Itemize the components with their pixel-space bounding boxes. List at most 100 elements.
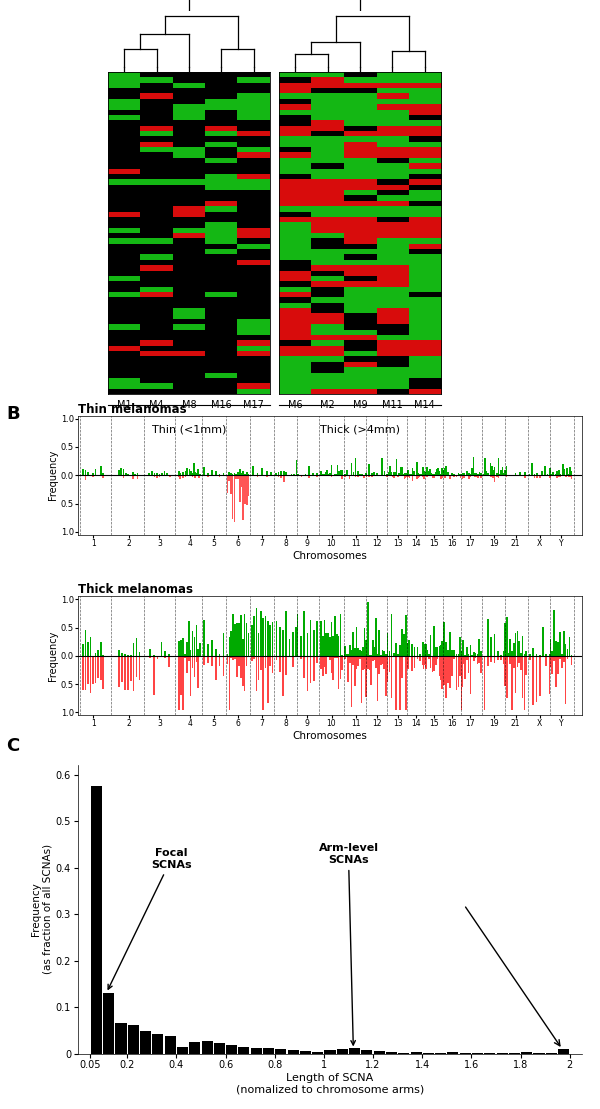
Bar: [559, 632, 561, 655]
Bar: [265, 615, 266, 655]
Bar: [95, 653, 97, 655]
Bar: [307, 655, 308, 691]
Bar: [85, 470, 86, 476]
Bar: [365, 655, 367, 673]
Bar: [392, 476, 394, 477]
Bar: [156, 476, 158, 478]
Bar: [368, 476, 370, 477]
Bar: [180, 640, 182, 655]
Bar: [215, 649, 217, 655]
Bar: [355, 458, 356, 476]
Bar: [454, 655, 455, 659]
Bar: [207, 472, 209, 476]
Bar: [463, 655, 464, 664]
Bar: [230, 631, 232, 655]
Bar: [373, 647, 375, 655]
Bar: [139, 655, 140, 680]
Bar: [267, 621, 269, 655]
Bar: [460, 476, 461, 478]
Bar: [479, 472, 481, 476]
Bar: [447, 655, 449, 683]
Bar: [295, 627, 297, 655]
Bar: [383, 655, 385, 669]
Bar: [487, 620, 489, 655]
Bar: [153, 655, 155, 695]
Bar: [179, 476, 181, 479]
Bar: [463, 472, 465, 476]
Bar: [103, 472, 104, 476]
Bar: [341, 655, 343, 670]
Bar: [349, 655, 351, 663]
Bar: [164, 651, 166, 655]
Bar: [434, 472, 436, 476]
Bar: [443, 622, 445, 655]
Bar: [476, 654, 478, 655]
Bar: [441, 641, 443, 655]
Bar: [419, 476, 421, 477]
Bar: [283, 471, 284, 476]
Bar: [211, 470, 213, 476]
Bar: [346, 470, 348, 476]
Bar: [419, 654, 421, 655]
Bar: [349, 1048, 360, 1054]
Bar: [354, 655, 356, 685]
Bar: [432, 476, 434, 478]
Bar: [275, 472, 277, 476]
Bar: [393, 476, 395, 478]
Bar: [137, 472, 138, 476]
Bar: [414, 655, 415, 669]
Bar: [474, 472, 476, 476]
Bar: [154, 472, 155, 476]
Bar: [352, 655, 354, 665]
Bar: [168, 654, 170, 655]
Bar: [398, 474, 400, 476]
Bar: [557, 655, 559, 674]
Bar: [125, 472, 127, 476]
Bar: [544, 466, 545, 476]
Y-axis label: Frequency: Frequency: [48, 631, 58, 681]
Bar: [425, 643, 427, 655]
Bar: [466, 655, 467, 660]
Bar: [558, 1049, 569, 1054]
Bar: [374, 1051, 385, 1054]
Bar: [92, 655, 94, 684]
Bar: [418, 476, 419, 478]
Bar: [513, 655, 515, 668]
Bar: [278, 472, 280, 476]
Bar: [517, 655, 518, 667]
Bar: [566, 476, 568, 477]
Bar: [338, 637, 340, 655]
Bar: [455, 655, 457, 690]
Bar: [393, 472, 395, 476]
Bar: [256, 608, 257, 655]
Bar: [292, 655, 293, 667]
Bar: [454, 476, 455, 477]
Bar: [428, 655, 430, 659]
Bar: [545, 655, 547, 665]
Bar: [364, 655, 365, 669]
Bar: [307, 633, 308, 655]
Text: B: B: [6, 405, 20, 423]
Bar: [529, 654, 531, 655]
Bar: [423, 655, 424, 669]
Bar: [368, 465, 370, 476]
Bar: [300, 655, 302, 660]
Bar: [182, 655, 184, 710]
Bar: [418, 474, 419, 476]
Bar: [331, 466, 332, 476]
Bar: [371, 472, 373, 476]
Bar: [139, 652, 140, 655]
Bar: [497, 476, 499, 478]
Bar: [471, 654, 473, 655]
Bar: [496, 476, 498, 477]
Bar: [462, 472, 464, 476]
Bar: [237, 476, 239, 479]
Bar: [480, 476, 482, 478]
Bar: [363, 476, 365, 478]
Bar: [197, 649, 199, 655]
Bar: [405, 614, 407, 655]
Bar: [275, 1049, 286, 1054]
Bar: [413, 470, 415, 476]
Bar: [153, 654, 155, 655]
Bar: [547, 474, 548, 476]
